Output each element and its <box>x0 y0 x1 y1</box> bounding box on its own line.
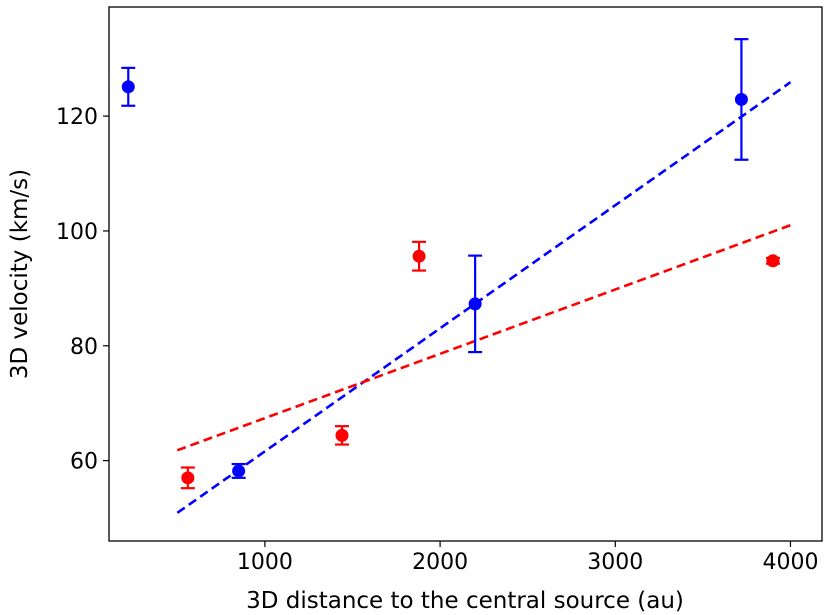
x-axis-ticks: 1000 2000 3000 4000 <box>237 541 818 575</box>
x-tick-label: 1000 <box>237 550 293 575</box>
blue-data-point <box>734 92 748 106</box>
red-fit-line <box>176 223 791 452</box>
x-tick-label: 3000 <box>587 550 643 575</box>
y-axis-ticks: 60 80 100 120 <box>56 105 109 475</box>
blue-fit-line <box>176 81 792 514</box>
x-tick-label: 2000 <box>412 550 468 575</box>
y-axis-label: 3D velocity (km/s) <box>7 169 33 379</box>
plot-frame <box>108 6 823 542</box>
red-data-point <box>335 428 349 442</box>
y-tick-label: 60 <box>70 450 98 475</box>
x-axis-label: 3D distance to the central source (au) <box>246 588 684 614</box>
blue-data-point <box>232 464 246 478</box>
blue-data-point <box>468 297 482 311</box>
red-data-point <box>181 471 195 485</box>
fit-lines <box>176 81 792 514</box>
y-tick-label: 120 <box>56 105 98 130</box>
red-data-point <box>766 254 780 268</box>
y-tick-label: 80 <box>70 335 98 360</box>
x-tick-label: 4000 <box>762 550 818 575</box>
blue-data-point <box>121 80 135 94</box>
data-points <box>121 80 780 485</box>
error-bars <box>121 38 780 490</box>
y-tick-label: 100 <box>56 220 98 245</box>
red-data-point <box>412 249 426 263</box>
